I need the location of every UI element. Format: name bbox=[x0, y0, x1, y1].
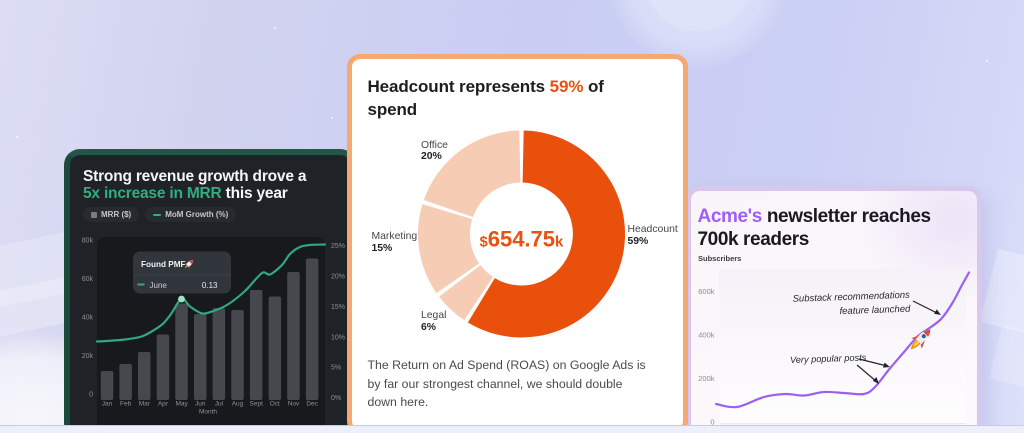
svg-text:400k: 400k bbox=[698, 331, 715, 340]
svg-text:Jun: Jun bbox=[195, 401, 206, 408]
svg-text:Month: Month bbox=[199, 409, 217, 416]
svg-text:Very popular posts: Very popular posts bbox=[790, 352, 867, 365]
svg-text:Sept: Sept bbox=[250, 401, 264, 408]
svg-text:0.13: 0.13 bbox=[202, 281, 218, 290]
svg-text:Oct: Oct bbox=[270, 401, 280, 408]
svg-text:Jul: Jul bbox=[215, 401, 224, 408]
svg-text:25%: 25% bbox=[331, 243, 345, 250]
svg-text:Jan: Jan bbox=[102, 401, 113, 408]
svg-text:Found PMF: Found PMF bbox=[141, 260, 186, 269]
svg-text:Apr: Apr bbox=[158, 401, 169, 408]
svg-text:0%: 0% bbox=[331, 395, 341, 402]
svg-text:Dec: Dec bbox=[306, 401, 318, 408]
svg-text:15%: 15% bbox=[331, 304, 345, 311]
svg-text:Mar: Mar bbox=[139, 401, 151, 408]
svg-text:June: June bbox=[150, 281, 168, 290]
svg-text:0: 0 bbox=[710, 418, 714, 427]
svg-text:200k: 200k bbox=[698, 374, 715, 383]
svg-text:40k: 40k bbox=[82, 315, 94, 322]
svg-text:5%: 5% bbox=[331, 365, 341, 372]
svg-text:20k: 20k bbox=[82, 353, 94, 360]
svg-text:Feb: Feb bbox=[120, 401, 132, 408]
svg-text:0: 0 bbox=[89, 392, 93, 399]
svg-text:Substack recommendations: Substack recommendations bbox=[792, 290, 910, 305]
svg-text:Nov: Nov bbox=[288, 401, 300, 408]
svg-text:Aug: Aug bbox=[232, 401, 244, 408]
svg-text:$654.75k: $654.75k bbox=[480, 227, 564, 252]
svg-text:600k: 600k bbox=[698, 287, 715, 296]
svg-text:10%: 10% bbox=[331, 335, 345, 342]
svg-text:60k: 60k bbox=[82, 276, 94, 283]
svg-text:20%: 20% bbox=[331, 274, 345, 281]
svg-text:80k: 80k bbox=[82, 238, 94, 245]
svg-text:May: May bbox=[175, 401, 188, 408]
svg-text:feature launched: feature launched bbox=[839, 304, 911, 317]
